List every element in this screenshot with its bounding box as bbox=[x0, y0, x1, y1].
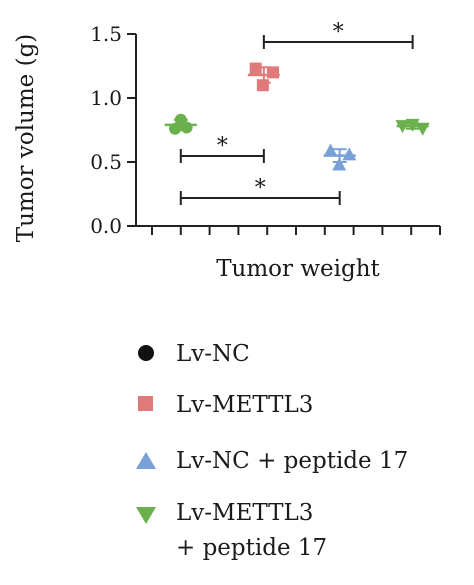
legend-label-lv-nc-peptide17: Lv-NC + peptide 17 bbox=[176, 448, 408, 474]
data-point bbox=[405, 118, 420, 132]
y-tick-label: 1.5 bbox=[90, 22, 122, 46]
data-point bbox=[395, 120, 410, 134]
y-tick-label: 0.0 bbox=[90, 214, 122, 238]
plot-area: 0.0 0.5 1.0 1.5 * * * bbox=[90, 20, 441, 238]
data-point bbox=[415, 122, 430, 136]
significance-label: * bbox=[255, 176, 266, 201]
significance-label: * bbox=[333, 20, 344, 45]
legend-label-lv-mettl3: Lv-METTL3 bbox=[176, 392, 313, 418]
y-tick-label: 0.5 bbox=[90, 150, 122, 174]
data-point bbox=[256, 79, 269, 92]
data-point bbox=[332, 157, 347, 171]
data-point bbox=[249, 62, 262, 75]
data-point bbox=[180, 121, 193, 134]
legend: Lv-NC Lv-METTL3 Lv-NC + peptide 17 Lv-ME… bbox=[136, 341, 408, 561]
y-axis-label: Tumor volume (g) bbox=[13, 34, 39, 243]
legend-marker-lv-nc bbox=[138, 345, 154, 361]
data-point bbox=[342, 147, 357, 161]
data-point bbox=[169, 122, 182, 135]
legend-label-lv-mettl3-peptide17-line2: + peptide 17 bbox=[176, 535, 327, 561]
data-point bbox=[266, 66, 279, 79]
x-axis-label: Tumor weight bbox=[216, 256, 380, 282]
legend-label-lv-nc: Lv-NC bbox=[176, 341, 250, 367]
legend-marker-lv-mettl3-peptide17 bbox=[136, 507, 156, 524]
legend-marker-lv-mettl3 bbox=[138, 396, 153, 411]
legend-marker-lv-nc-peptide17 bbox=[136, 452, 156, 469]
legend-label-lv-mettl3-peptide17-line1: Lv-METTL3 bbox=[176, 500, 313, 526]
data-point bbox=[323, 143, 338, 157]
significance-label: * bbox=[217, 134, 228, 159]
y-tick-label: 1.0 bbox=[90, 86, 122, 110]
